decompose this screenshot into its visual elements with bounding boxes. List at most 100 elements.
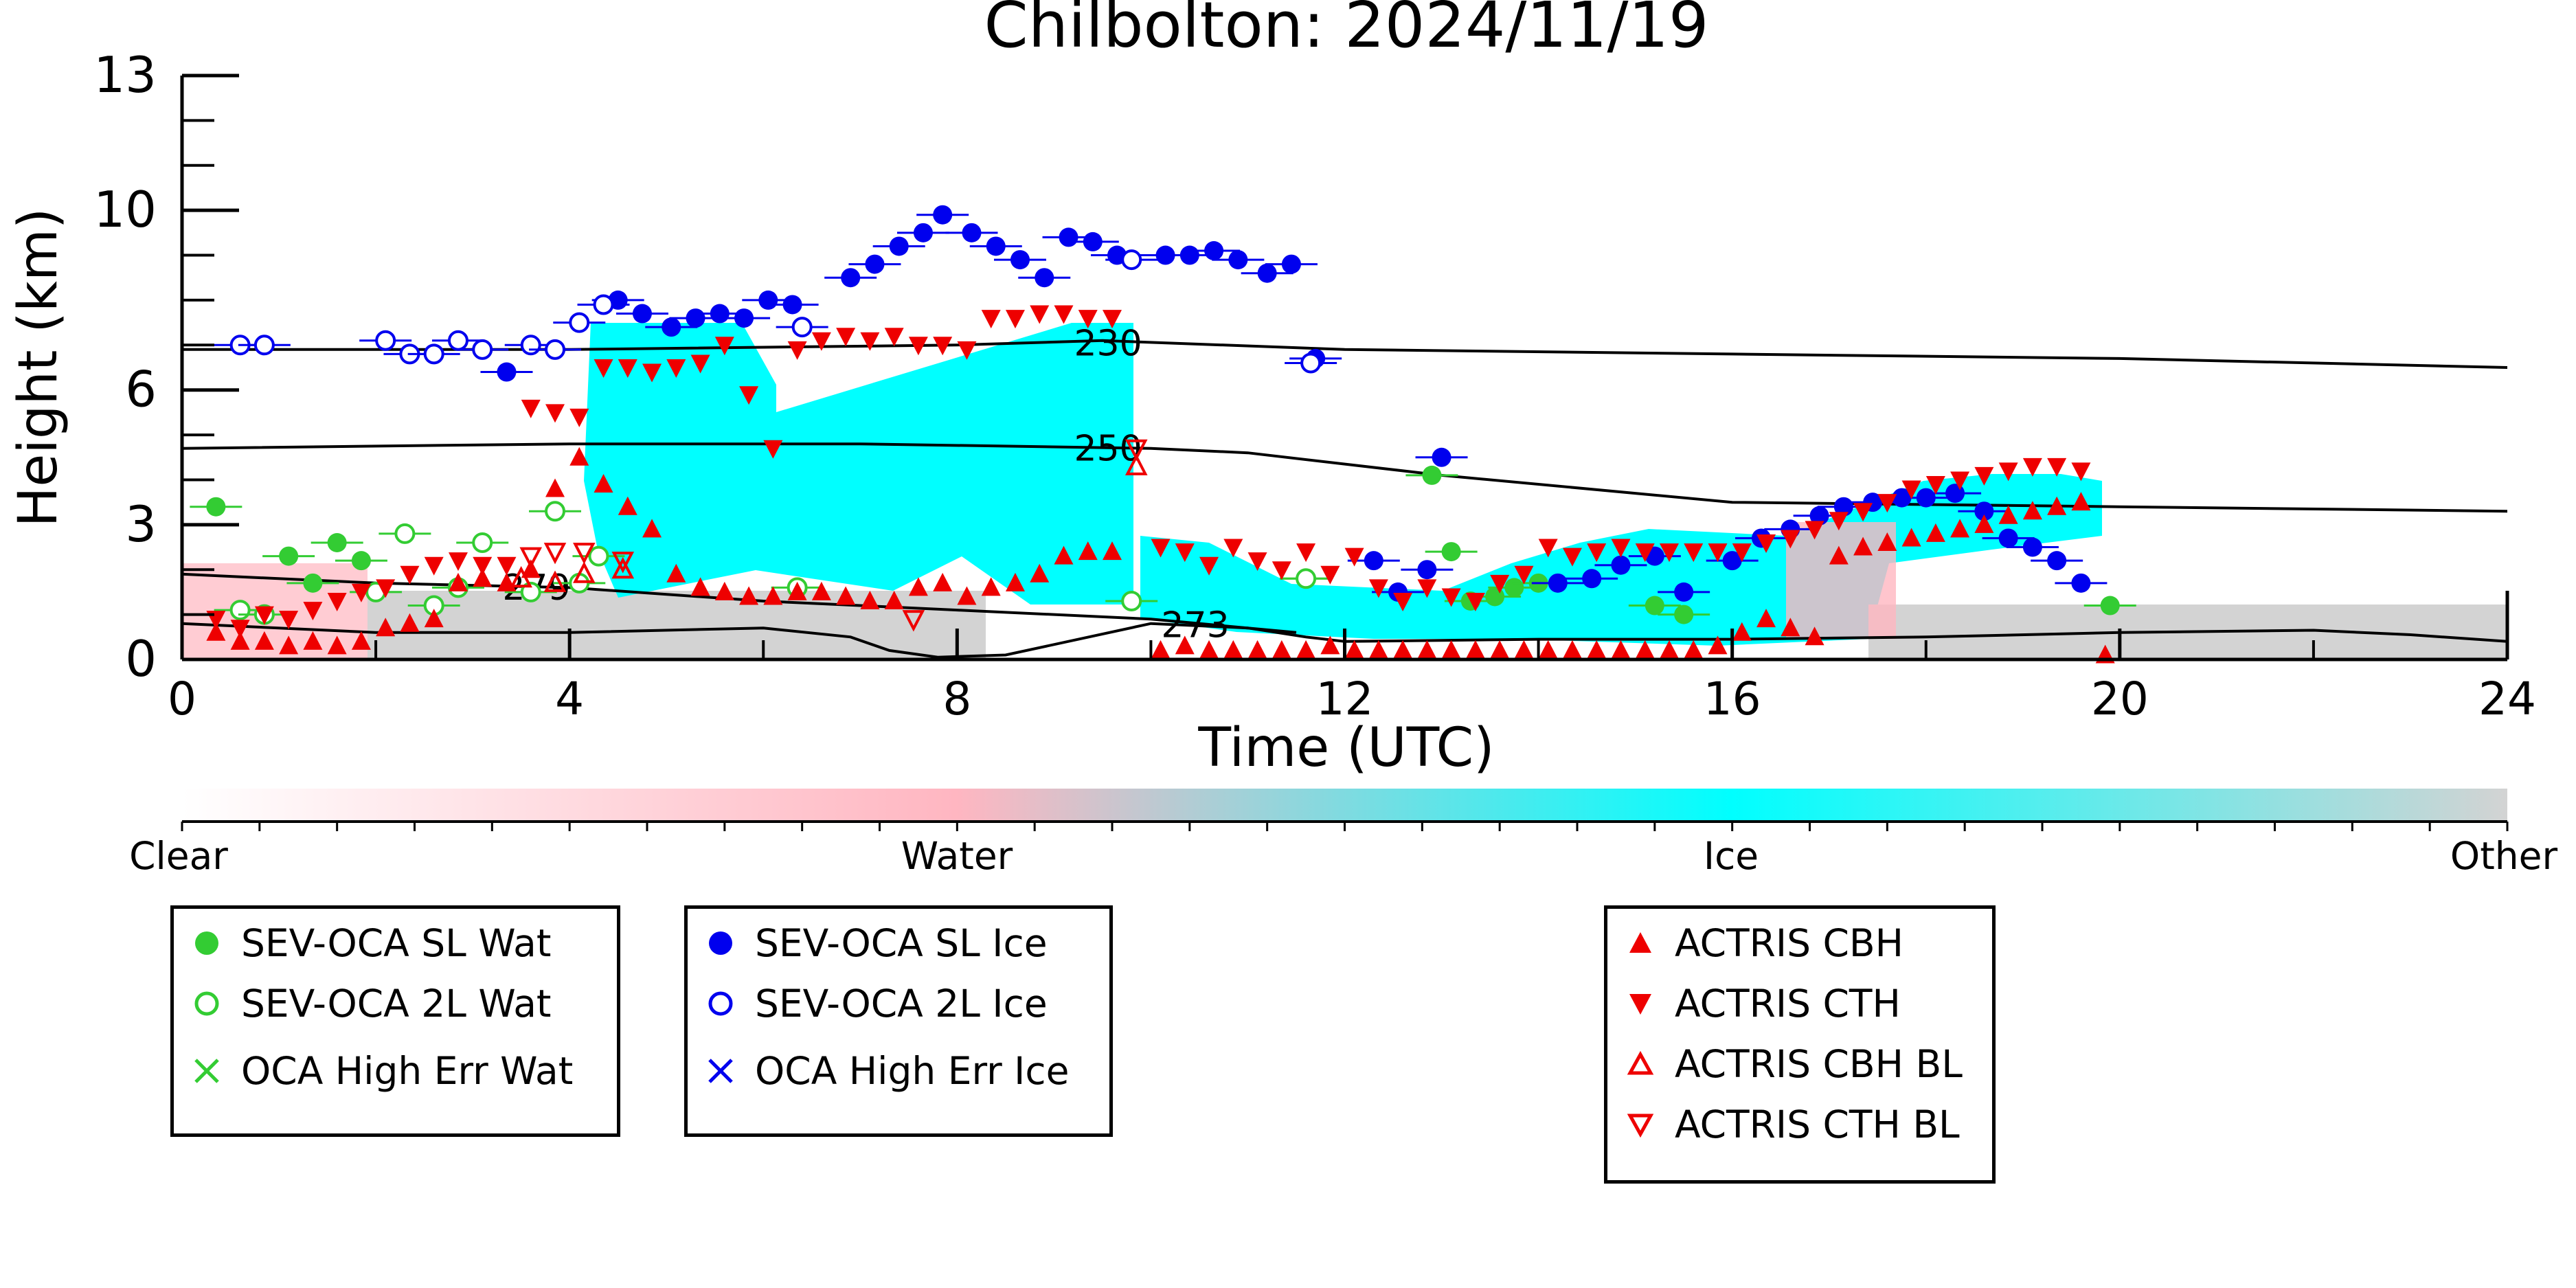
data-point — [1829, 545, 1849, 565]
data-point — [2047, 551, 2067, 571]
data-point — [1756, 534, 1776, 553]
data-point — [1925, 523, 1945, 542]
legend-item-2l-ice: SEV-OCA 2L Ice — [701, 982, 1048, 1026]
series-sev-oca-sl-wat — [190, 465, 2136, 624]
legend-item-2l-wat: SEV-OCA 2L Wat — [188, 982, 552, 1026]
data-point — [734, 308, 754, 328]
data-point — [569, 408, 589, 427]
data-point — [1199, 556, 1219, 576]
data-point — [1829, 512, 1849, 531]
legend-label-cbh-bl: ACTRIS CBH BL — [1675, 1042, 1963, 1086]
data-point — [1514, 640, 1534, 659]
data-point — [519, 547, 543, 569]
data-point — [1125, 439, 1148, 462]
data-point — [1611, 640, 1631, 659]
data-point — [1296, 543, 1316, 563]
data-point — [543, 543, 567, 565]
data-point — [1732, 622, 1752, 641]
data-point — [791, 317, 813, 338]
data-point — [962, 223, 982, 242]
data-point — [763, 440, 783, 459]
legend-label-2l-wat: SEV-OCA 2L Wat — [241, 982, 552, 1026]
legend-item-higherr-ice: OCA High Err Ice — [701, 1049, 1069, 1093]
data-point — [1103, 541, 1122, 561]
data-point — [1974, 466, 1994, 486]
colorbar-ticks — [181, 822, 2509, 831]
data-point — [836, 328, 856, 347]
data-point — [543, 570, 567, 592]
data-point — [279, 611, 299, 630]
data-point — [400, 565, 420, 585]
data-point — [1722, 551, 1742, 571]
data-point — [1901, 528, 1921, 547]
blue-open-circle-icon — [708, 991, 733, 1016]
data-point — [1465, 593, 1485, 611]
phase-colorbar — [182, 789, 2507, 823]
series-actris-cth — [206, 305, 2091, 639]
legend-actris: ACTRIS CBH ACTRIS CTH ACTRIS CBH BL ACTR… — [1604, 905, 1996, 1184]
data-point — [1121, 249, 1142, 271]
data-point — [860, 591, 880, 609]
data-point — [424, 609, 444, 628]
data-point — [1538, 640, 1558, 659]
data-point — [448, 572, 468, 591]
legend-label-cth: ACTRIS CTH — [1675, 982, 1901, 1026]
x-tick-label: 12 — [1316, 673, 1374, 725]
data-point — [376, 579, 396, 598]
data-point — [1485, 587, 1505, 607]
data-point — [1005, 310, 1025, 329]
data-point — [986, 236, 1006, 256]
data-point — [642, 363, 662, 383]
contour-line-250 — [182, 442, 2507, 513]
data-point — [520, 581, 541, 602]
data-point — [1998, 462, 2018, 482]
data-point — [618, 359, 637, 378]
legend-item-sl-ice: SEV-OCA SL Ice — [701, 921, 1048, 965]
series-actris-cbh-bl — [510, 453, 1148, 592]
data-point — [206, 622, 226, 641]
data-point — [1059, 227, 1078, 247]
data-point — [279, 635, 299, 655]
legend-label-sl-ice: SEV-OCA SL Ice — [755, 921, 1048, 965]
data-point — [473, 556, 493, 576]
data-point — [884, 591, 904, 609]
data-point — [2047, 457, 2067, 477]
data-point — [569, 447, 589, 466]
data-point — [253, 335, 275, 356]
data-point — [1465, 640, 1485, 659]
data-point — [865, 254, 885, 274]
data-point — [1901, 480, 1921, 499]
red-open-triangle-up-icon — [1627, 1050, 1654, 1075]
blue-filled-circle-icon — [709, 931, 732, 955]
contour-label-273: 273 — [1161, 605, 1229, 646]
data-point — [497, 362, 517, 382]
legend-water: SEV-OCA SL Wat SEV-OCA 2L Wat OCA High E… — [170, 905, 620, 1137]
data-point — [1103, 310, 1122, 329]
data-point — [375, 330, 396, 351]
data-point — [2022, 537, 2042, 557]
contour-line-230 — [182, 339, 2507, 369]
data-point — [1281, 254, 1301, 274]
legend-label-sl-wat: SEV-OCA SL Wat — [241, 921, 552, 965]
data-point — [1781, 618, 1800, 637]
data-point — [1582, 569, 1602, 589]
water-layer-right — [1786, 522, 1896, 639]
data-point — [2071, 573, 2091, 593]
series-actris-cth-bl — [519, 439, 1148, 632]
data-point — [423, 343, 444, 365]
legend-label-cth-bl: ACTRIS CTH BL — [1675, 1103, 1960, 1146]
data-point — [1393, 640, 1413, 659]
data-point — [902, 610, 925, 632]
y-axis-label: Height (km) — [8, 208, 69, 528]
data-point — [588, 545, 609, 567]
data-point — [981, 577, 1001, 596]
data-marks — [190, 205, 2136, 664]
data-point — [1708, 543, 1728, 563]
data-point — [573, 543, 596, 565]
data-point — [1223, 539, 1243, 558]
data-point — [1257, 263, 1277, 283]
data-point — [710, 304, 730, 324]
x-ticks: 0 4 8 12 16 20 24 — [168, 629, 2536, 725]
data-point — [1805, 626, 1824, 646]
colorbar-label-ice: Ice — [1704, 834, 1759, 878]
